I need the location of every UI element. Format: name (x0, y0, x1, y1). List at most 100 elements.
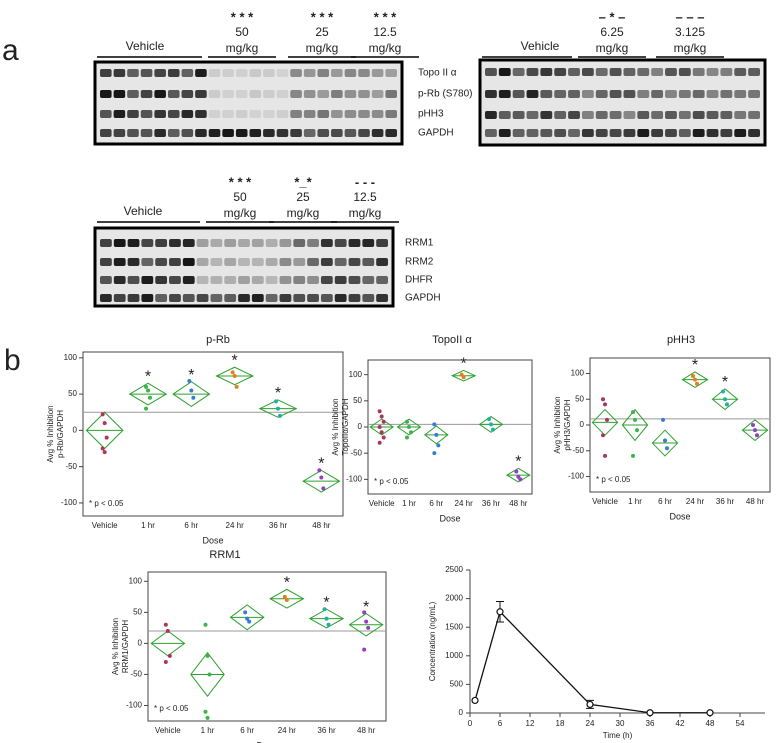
blot-band (238, 276, 250, 284)
blot-row-label: RRM2 (405, 257, 434, 268)
blot-band (526, 129, 539, 137)
y-tick-label: -100 (61, 498, 78, 507)
blot-band (303, 90, 316, 98)
data-point (379, 414, 384, 419)
blot-band (154, 110, 166, 118)
data-point (753, 428, 757, 433)
x-tick-label: 54 (736, 719, 745, 728)
blot-band (331, 129, 343, 137)
blot-band (554, 111, 567, 119)
data-point (205, 715, 210, 720)
dose-unit: mg/kg (226, 41, 259, 55)
blot-band (678, 90, 691, 98)
blot-band (376, 258, 388, 266)
data-point (633, 417, 637, 422)
blot-band (665, 68, 677, 76)
x-tick-label: 24 hr (226, 521, 245, 530)
dose: 3.125 (675, 25, 705, 39)
data-point (100, 412, 105, 417)
blot-band (279, 239, 292, 247)
data-point (207, 672, 212, 677)
blot-band (651, 111, 664, 119)
y-axis-label: p-Rb/GAPDH (56, 410, 65, 458)
data-point (102, 450, 107, 455)
y-axis-label: Concentration (ng/mL) (428, 601, 437, 681)
x-tick-label: 1 hr (402, 499, 416, 508)
blot-band (526, 90, 539, 98)
blot-band (692, 90, 705, 98)
significance-marker: * (461, 356, 467, 373)
data-point (603, 402, 607, 407)
blot-band (317, 90, 330, 98)
blot-band (208, 129, 221, 137)
data-point (324, 616, 329, 621)
blot-band (307, 239, 319, 247)
data-point (247, 619, 252, 624)
blot-band (100, 258, 112, 266)
x-tick-label: 1 hr (628, 497, 642, 506)
blot-band (665, 90, 677, 98)
blot-band (290, 90, 302, 98)
blot-band (371, 110, 384, 118)
blot-band (127, 90, 139, 98)
x-tick-label: Vehicle (592, 497, 618, 506)
y-tick-label: 100 (571, 369, 585, 378)
blot-band (734, 90, 747, 98)
data-point (691, 374, 695, 379)
blot-band (678, 129, 691, 137)
blot-band (263, 69, 275, 77)
blot-band (181, 129, 194, 137)
blot-band (100, 276, 112, 284)
data-point (436, 443, 441, 448)
chart-title: p-Rb (206, 334, 230, 346)
blot-band (127, 129, 139, 137)
blot-band (512, 111, 525, 119)
x-tick-label: 24 hr (686, 497, 705, 506)
plot-frame (589, 357, 771, 493)
data-point (362, 610, 367, 615)
blot-band (526, 68, 539, 76)
significance: – * – (599, 9, 626, 24)
y-tick-label: 100 (129, 576, 143, 585)
y-tick-label: 0 (459, 708, 464, 717)
significance-marker: * (722, 374, 728, 391)
blot-band (113, 258, 126, 266)
blot-band (595, 68, 608, 76)
blot-band (155, 258, 168, 266)
data-point (203, 709, 208, 714)
data-point (631, 453, 635, 458)
blot-band (249, 69, 262, 77)
x-tick-label: 48 hr (746, 497, 765, 506)
blot-band (748, 111, 760, 119)
data-point (189, 388, 194, 393)
x-tick-label: 24 (586, 719, 595, 728)
data-point (276, 406, 280, 411)
blot-band (113, 276, 126, 284)
blot-band (512, 90, 525, 98)
data-point (377, 425, 382, 429)
blot-band (196, 276, 209, 284)
data-point (405, 435, 409, 440)
data-point (661, 417, 665, 422)
chart-title: pHH3 (667, 334, 695, 346)
blot-band (100, 129, 112, 137)
blot-band (265, 239, 278, 247)
blot-band (371, 90, 384, 98)
blot-band (385, 90, 397, 98)
x-tick-label: 48 hr (312, 521, 331, 530)
data-point (405, 419, 409, 424)
data-point (489, 422, 493, 427)
data-point (364, 619, 369, 624)
y-tick-label: 2500 (445, 565, 463, 574)
significance: – – – (676, 9, 705, 24)
data-point (646, 709, 654, 717)
data-point (144, 406, 148, 411)
blot-band (706, 68, 719, 76)
data-point (232, 373, 237, 378)
blot-band (595, 90, 608, 98)
blot-band (276, 69, 289, 77)
blot-band (251, 239, 264, 247)
data-point (284, 597, 289, 602)
x-tick-label: 36 hr (317, 726, 336, 735)
data-point (496, 608, 504, 616)
